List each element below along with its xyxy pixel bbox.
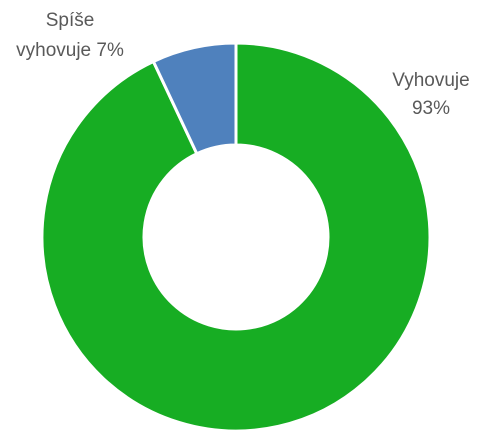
data-label-vyhovuje-line2: 93% [412, 98, 450, 119]
slices-group [40, 41, 432, 430]
data-label-spise-vyhovuje-line1: Spíše [46, 10, 95, 31]
data-label-vyhovuje-line1: Vyhovuje [392, 70, 469, 91]
slice-spíše-vyhovuje [151, 41, 238, 156]
slice-vyhovuje [40, 41, 432, 430]
data-label-spise-vyhovuje: Spíše vyhovuje 7% [16, 10, 124, 61]
data-label-vyhovuje: Vyhovuje 93% [392, 70, 469, 119]
data-label-spise-vyhovuje-line2: vyhovuje 7% [16, 40, 124, 61]
